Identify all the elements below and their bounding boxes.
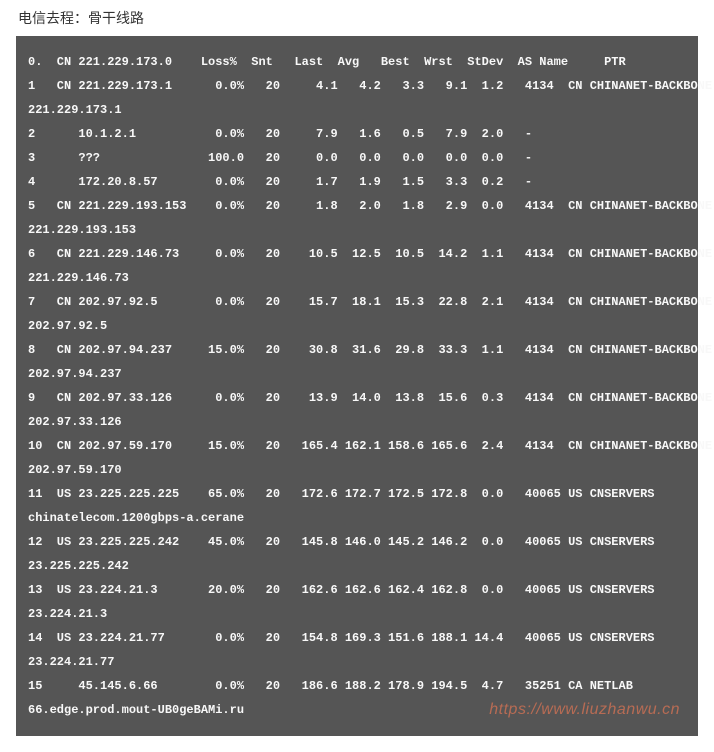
trace-row: 7 CN 202.97.92.5 0.0% 20 15.7 18.1 15.3 … [28, 290, 686, 314]
trace-row: 14 US 23.224.21.77 0.0% 20 154.8 169.3 1… [28, 626, 686, 650]
trace-row: 5 CN 221.229.193.153 0.0% 20 1.8 2.0 1.8… [28, 194, 686, 218]
trace-ptr: 202.97.59.170 [28, 458, 686, 482]
trace-ptr: 221.229.146.73 [28, 266, 686, 290]
trace-ptr: 23.225.225.242 [28, 554, 686, 578]
trace-ptr: 202.97.33.126 [28, 410, 686, 434]
trace-ptr: 23.224.21.3 [28, 602, 686, 626]
trace-row: 6 CN 221.229.146.73 0.0% 20 10.5 12.5 10… [28, 242, 686, 266]
trace-ptr: 221.229.193.153 [28, 218, 686, 242]
terminal-output: 0. CN 221.229.173.0 Loss% Snt Last Avg B… [16, 36, 698, 736]
trace-row: 3 ??? 100.0 20 0.0 0.0 0.0 0.0 0.0 - [28, 146, 686, 170]
trace-row: 12 US 23.225.225.242 45.0% 20 145.8 146.… [28, 530, 686, 554]
header-row: 0. CN 221.229.173.0 Loss% Snt Last Avg B… [28, 50, 686, 74]
trace-row: 8 CN 202.97.94.237 15.0% 20 30.8 31.6 29… [28, 338, 686, 362]
trace-row: 13 US 23.224.21.3 20.0% 20 162.6 162.6 1… [28, 578, 686, 602]
trace-row: 10 CN 202.97.59.170 15.0% 20 165.4 162.1… [28, 434, 686, 458]
watermark-text: https://www.liuzhanwu.cn [489, 694, 680, 726]
trace-row: 9 CN 202.97.33.126 0.0% 20 13.9 14.0 13.… [28, 386, 686, 410]
trace-ptr: 202.97.92.5 [28, 314, 686, 338]
trace-ptr: 23.224.21.77 [28, 650, 686, 674]
trace-row: 1 CN 221.229.173.1 0.0% 20 4.1 4.2 3.3 9… [28, 74, 686, 98]
trace-row: 11 US 23.225.225.225 65.0% 20 172.6 172.… [28, 482, 686, 506]
trace-row: 4 172.20.8.57 0.0% 20 1.7 1.9 1.5 3.3 0.… [28, 170, 686, 194]
trace-ptr: chinatelecom.1200gbps-a.cerane [28, 506, 686, 530]
trace-ptr: 221.229.173.1 [28, 98, 686, 122]
trace-ptr: 202.97.94.237 [28, 362, 686, 386]
trace-row: 2 10.1.2.1 0.0% 20 7.9 1.6 0.5 7.9 2.0 - [28, 122, 686, 146]
trace-rows: 1 CN 221.229.173.1 0.0% 20 4.1 4.2 3.3 9… [28, 74, 686, 722]
page-header: 电信去程：骨干线路 [0, 0, 714, 36]
header-title: 电信去程：骨干线路 [18, 12, 144, 28]
